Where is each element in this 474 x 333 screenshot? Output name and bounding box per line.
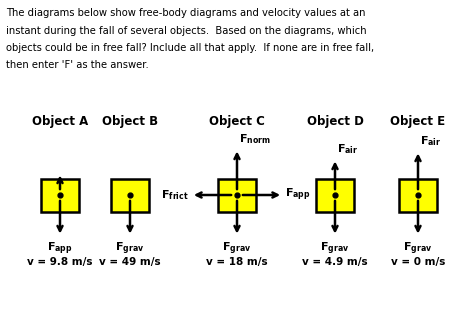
Text: Object D: Object D (307, 115, 364, 128)
Text: $\mathbf{F}_{\mathbf{app}}$: $\mathbf{F}_{\mathbf{app}}$ (47, 240, 73, 257)
Text: objects could be in free fall? Include all that apply.  If none are in free fall: objects could be in free fall? Include a… (6, 43, 374, 53)
Text: $\mathbf{F}_{\mathbf{grav}}$: $\mathbf{F}_{\mathbf{grav}}$ (222, 240, 252, 257)
Text: then enter 'F' as the answer.: then enter 'F' as the answer. (6, 61, 149, 71)
Text: Object E: Object E (391, 115, 446, 128)
Text: $\mathbf{F}_{\mathbf{air}}$: $\mathbf{F}_{\mathbf{air}}$ (337, 143, 358, 157)
Text: v = 9.8 m/s: v = 9.8 m/s (27, 257, 93, 267)
Text: $\mathbf{F}_{\mathbf{grav}}$: $\mathbf{F}_{\mathbf{grav}}$ (403, 240, 433, 257)
Text: The diagrams below show free-body diagrams and velocity values at an: The diagrams below show free-body diagra… (6, 8, 365, 18)
Text: Object B: Object B (102, 115, 158, 128)
Text: $\mathbf{F}_{\mathbf{grav}}$: $\mathbf{F}_{\mathbf{grav}}$ (320, 240, 350, 257)
Text: v = 18 m/s: v = 18 m/s (206, 257, 268, 267)
Text: v = 0 m/s: v = 0 m/s (391, 257, 445, 267)
Text: Object A: Object A (32, 115, 88, 128)
Bar (316, 178, 354, 211)
Bar (111, 178, 149, 211)
Bar (399, 178, 437, 211)
Text: $\mathbf{F}_{\mathbf{norm}}$: $\mathbf{F}_{\mathbf{norm}}$ (239, 133, 271, 147)
Text: $\mathbf{F}_{\mathbf{frict}}$: $\mathbf{F}_{\mathbf{frict}}$ (161, 188, 189, 202)
Text: instant during the fall of several objects.  Based on the diagrams, which: instant during the fall of several objec… (6, 26, 366, 36)
Text: v = 4.9 m/s: v = 4.9 m/s (302, 257, 368, 267)
Text: Object C: Object C (209, 115, 265, 128)
Bar (218, 178, 256, 211)
Text: v = 49 m/s: v = 49 m/s (99, 257, 161, 267)
Text: $\mathbf{F}_{\mathbf{air}}$: $\mathbf{F}_{\mathbf{air}}$ (420, 135, 441, 149)
Bar (41, 178, 79, 211)
Text: $\mathbf{F}_{\mathbf{grav}}$: $\mathbf{F}_{\mathbf{grav}}$ (115, 240, 145, 257)
Text: $\mathbf{F}_{\mathbf{app}}$: $\mathbf{F}_{\mathbf{app}}$ (285, 187, 310, 203)
